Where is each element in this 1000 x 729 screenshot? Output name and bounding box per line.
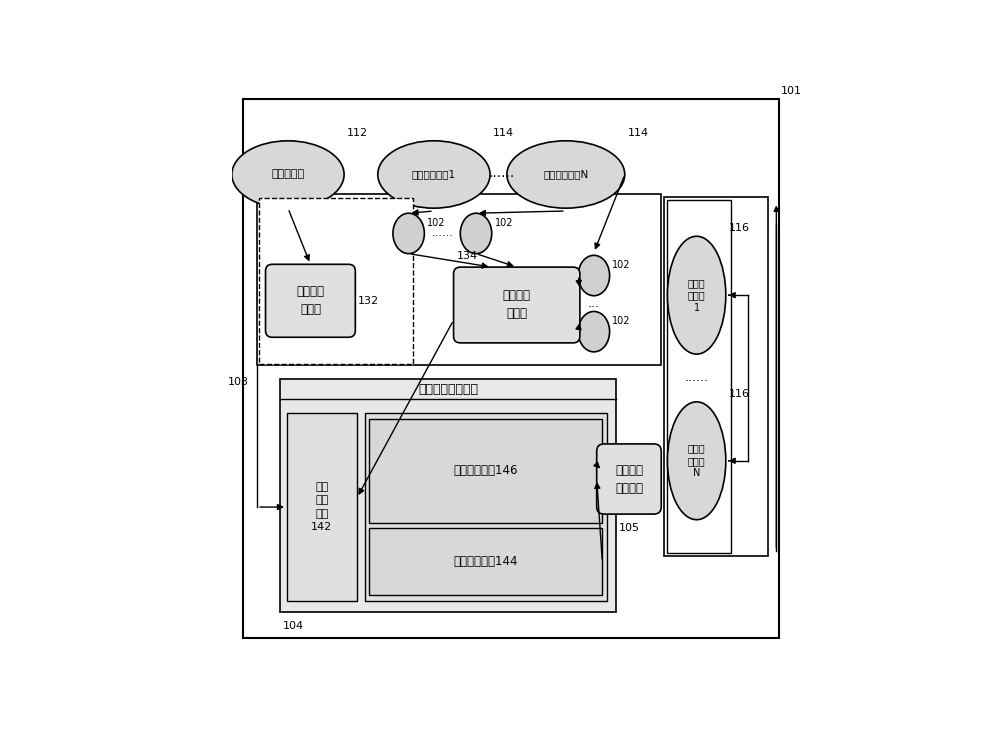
Bar — [667, 200, 731, 553]
Text: 132: 132 — [358, 296, 379, 305]
FancyBboxPatch shape — [454, 267, 580, 343]
FancyBboxPatch shape — [597, 444, 661, 514]
Ellipse shape — [578, 311, 610, 352]
Text: 116: 116 — [729, 389, 750, 399]
Text: 待感知的物体1: 待感知的物体1 — [412, 169, 456, 179]
Text: ......: ...... — [431, 228, 453, 238]
FancyBboxPatch shape — [266, 265, 355, 338]
Ellipse shape — [393, 213, 424, 254]
Text: 102: 102 — [612, 316, 631, 326]
Ellipse shape — [378, 141, 490, 208]
Text: 规则定义模块144: 规则定义模块144 — [454, 555, 518, 569]
Bar — [369, 418, 602, 523]
Text: 制动事件
管理模块: 制动事件 管理模块 — [615, 464, 643, 494]
Ellipse shape — [460, 213, 492, 254]
Text: 待感控
的物体
1: 待感控 的物体 1 — [688, 278, 705, 313]
Text: 105: 105 — [618, 523, 639, 532]
Bar — [259, 198, 413, 364]
Ellipse shape — [667, 402, 726, 520]
Ellipse shape — [232, 141, 344, 208]
Text: 102: 102 — [427, 218, 446, 227]
Bar — [280, 379, 616, 612]
Text: ...: ... — [588, 297, 600, 310]
Text: 外部事件
产生器: 外部事件 产生器 — [296, 285, 324, 316]
Text: 事件处理模块146: 事件处理模块146 — [454, 464, 518, 477]
Ellipse shape — [578, 255, 610, 296]
Text: 人、机器人: 人、机器人 — [271, 169, 305, 179]
Bar — [664, 197, 768, 556]
Text: 114: 114 — [493, 128, 514, 138]
Text: 104: 104 — [282, 621, 303, 631]
Text: 待感知的物体N: 待感知的物体N — [543, 169, 588, 179]
Bar — [365, 413, 607, 601]
Bar — [287, 413, 357, 601]
Text: 事件
存储
模块
142: 事件 存储 模块 142 — [311, 483, 333, 532]
Ellipse shape — [667, 236, 726, 354]
Text: 134: 134 — [456, 252, 477, 262]
Text: 103: 103 — [228, 377, 249, 386]
Text: 待感控
的物体
N: 待感控 的物体 N — [688, 443, 705, 478]
Text: 102: 102 — [612, 260, 631, 270]
Ellipse shape — [507, 141, 625, 208]
Text: 102: 102 — [495, 218, 513, 227]
Text: 112: 112 — [347, 128, 368, 138]
Text: ......: ...... — [685, 372, 709, 384]
Text: 复杂事件处理引擎: 复杂事件处理引擎 — [418, 383, 478, 396]
Text: ......: ...... — [488, 166, 514, 180]
Text: 感知事件
产生器: 感知事件 产生器 — [503, 289, 531, 321]
Bar — [257, 194, 661, 365]
Bar — [369, 528, 602, 596]
Text: 116: 116 — [729, 223, 750, 233]
Text: 101: 101 — [781, 86, 802, 96]
Text: 114: 114 — [628, 128, 649, 138]
